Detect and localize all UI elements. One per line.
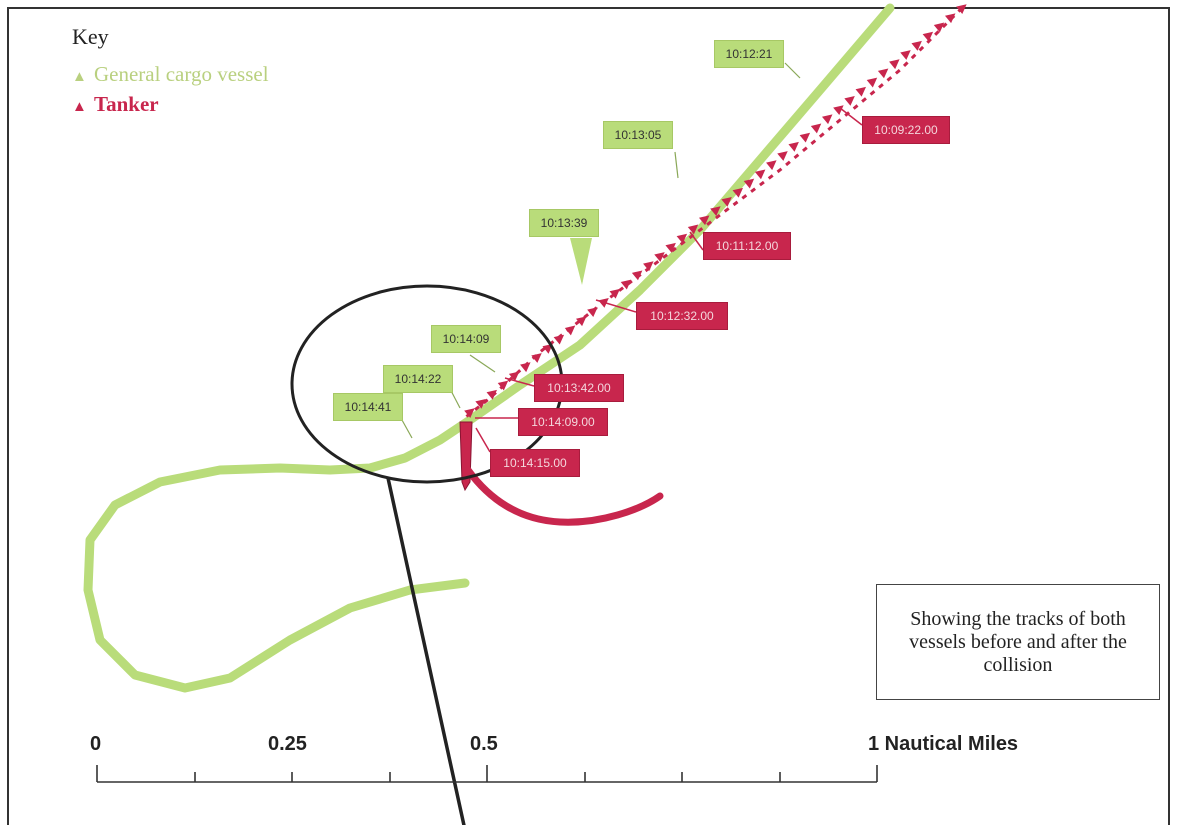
- description-text: Showing the tracks of both vessels befor…: [909, 607, 1127, 676]
- tanker-position-triangle: [810, 123, 822, 134]
- scale-label: 1 Nautical Miles: [868, 733, 1019, 755]
- key-item-cargo: ▲ General cargo vessel: [72, 62, 269, 87]
- tanker-position-triangle: [531, 353, 542, 363]
- tanker-position-triangle: [497, 380, 509, 391]
- tanker-position-triangle: [732, 187, 744, 198]
- tanker-position-triangle: [609, 288, 621, 299]
- tanker-position-triangle: [922, 31, 934, 42]
- tanker-position-triangle: [866, 77, 878, 88]
- triangle-icon: ▲: [72, 99, 87, 115]
- tanker-track-line: [461, 6, 964, 422]
- triangle-icon: ▲: [72, 69, 87, 85]
- key-item-tanker: ▲ Tanker: [72, 92, 159, 117]
- tanker-position-triangle: [855, 86, 867, 97]
- tanker-position-triangle: [631, 270, 643, 281]
- tanker-position-triangle: [676, 233, 688, 244]
- tanker-position-triangle: [889, 59, 900, 70]
- key-title: Key: [72, 24, 109, 49]
- tanker-time-label: 10:11:12.00: [703, 232, 791, 260]
- tanker-position-triangle: [911, 40, 922, 51]
- tanker-position-triangle: [698, 215, 710, 226]
- cargo-time-label: 10:14:09: [431, 325, 501, 353]
- tanker-position-triangle: [900, 50, 911, 60]
- cargo-time-label: 10:13:05: [603, 121, 673, 149]
- scale-bar: [96, 765, 878, 783]
- tanker-position-triangle: [766, 160, 777, 171]
- tanker-position-triangle: [575, 316, 587, 327]
- map-border: [7, 7, 1170, 825]
- tanker-position-triangle: [788, 141, 799, 152]
- tanker-position-triangle: [464, 408, 475, 418]
- tanker-position-triangle: [520, 362, 531, 373]
- tanker-position-triangle: [564, 325, 576, 336]
- tanker-position-triangle: [553, 334, 565, 345]
- tanker-position-triangle: [777, 151, 788, 161]
- tanker-position-triangle: [486, 389, 498, 400]
- tanker-position-triangle: [643, 261, 654, 272]
- tanker-position-triangle: [944, 13, 956, 24]
- key-label-cargo: General cargo vessel: [94, 62, 269, 86]
- tanker-position-triangle: [687, 224, 699, 235]
- tanker-time-label: 10:12:32.00: [636, 302, 728, 330]
- tanker-post-collision-track: [464, 466, 664, 526]
- tanker-position-triangle: [710, 206, 721, 216]
- tanker-position-triangle: [508, 371, 520, 382]
- cargo-time-label: 10:14:41: [333, 393, 403, 421]
- tanker-position-triangle: [956, 4, 967, 14]
- tanker-time-label: 10:13:42.00: [534, 374, 624, 402]
- tanker-position-triangle: [933, 22, 945, 33]
- tanker-position-triangle: [721, 197, 732, 207]
- cargo-time-label: 10:13:39: [529, 209, 599, 237]
- tanker-label-leaders: [475, 107, 863, 453]
- tanker-position-triangle: [833, 105, 844, 115]
- cargo-time-label: 10:12:21: [714, 40, 784, 68]
- tanker-position-triangle: [754, 169, 766, 180]
- cargo-label-pointer: [570, 238, 592, 285]
- tanker-position-triangle: [620, 279, 632, 290]
- tanker-position-triangle: [821, 114, 833, 125]
- tanker-time-label: 10:14:09.00: [518, 408, 608, 436]
- cargo-vessel-track: [83, 3, 895, 693]
- tanker-position-triangle: [665, 242, 676, 253]
- tanker-position-triangle: [799, 132, 811, 143]
- scale-label: 0.5: [470, 733, 498, 755]
- scale-label: 0.25: [268, 733, 307, 755]
- key-label-tanker: Tanker: [94, 92, 159, 116]
- tanker-position-triangle: [844, 96, 855, 106]
- description-box: Showing the tracks of both vessels befor…: [876, 584, 1160, 700]
- tanker-position-triangle: [475, 399, 486, 409]
- tanker-time-label: 10:14:15.00: [490, 449, 580, 477]
- tanker-position-triangle: [877, 68, 889, 79]
- tanker-position-markers: [464, 4, 967, 418]
- tanker-position-triangle: [587, 307, 598, 317]
- tanker-time-label: 10:09:22.00: [862, 116, 950, 144]
- tanker-position-triangle: [743, 178, 755, 189]
- cargo-time-label: 10:14:22: [383, 365, 453, 393]
- scale-label: 0: [90, 733, 102, 755]
- zoom-pointer-line: [386, 477, 466, 825]
- tanker-position-triangle: [654, 252, 665, 262]
